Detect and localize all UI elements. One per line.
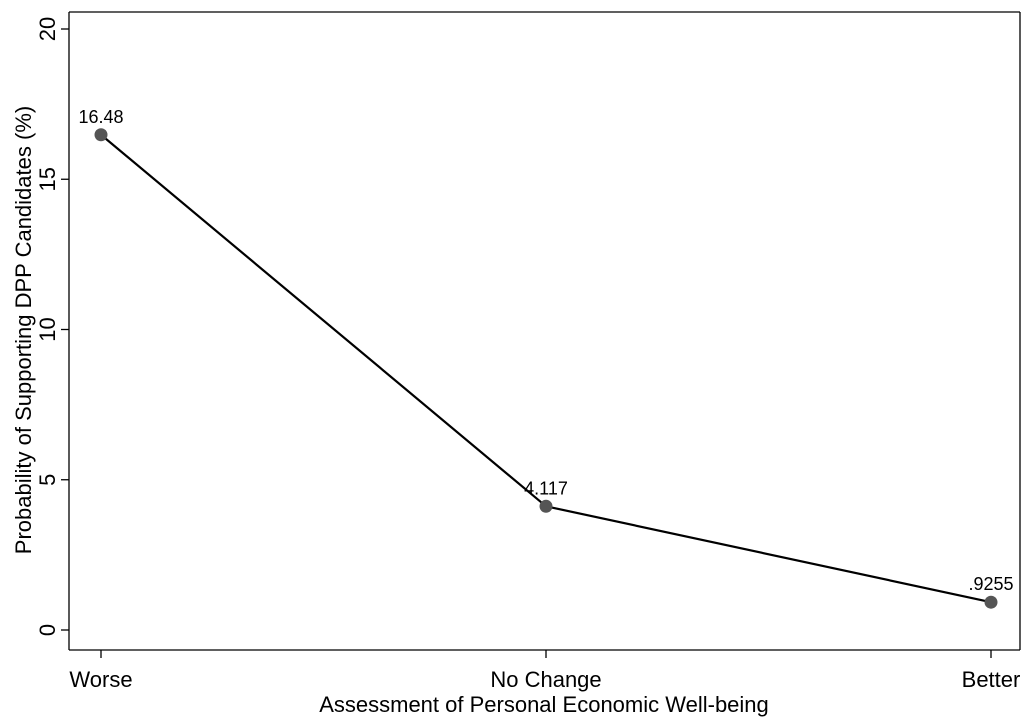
- y-tick-label: 20: [35, 17, 60, 41]
- y-tick-label: 15: [35, 167, 60, 191]
- axes: [68, 11, 1021, 651]
- data-label: .9255: [968, 574, 1013, 594]
- labels: 16.48 4.117 .9255: [78, 107, 1013, 594]
- x-tick-label: Better: [962, 667, 1021, 692]
- y-tick-label: 0: [35, 624, 60, 636]
- data-point: [984, 595, 998, 609]
- series: [94, 128, 998, 609]
- x-axis-title: Assessment of Personal Economic Well-bei…: [319, 692, 769, 717]
- data-label: 4.117: [524, 478, 568, 498]
- x-tick-label: Worse: [69, 667, 132, 692]
- ticks: 0 5 10 15 20 Worse No Change Better: [35, 17, 1020, 692]
- series-line: [100, 133, 992, 604]
- y-axis-title: Probability of Supporting DPP Candidates…: [11, 106, 36, 554]
- y-tick-label: 5: [35, 474, 60, 486]
- x-tick-label: No Change: [490, 667, 601, 692]
- data-label: 16.48: [78, 107, 123, 127]
- data-point: [94, 128, 108, 142]
- data-point: [539, 499, 553, 513]
- y-tick-label: 10: [35, 317, 60, 341]
